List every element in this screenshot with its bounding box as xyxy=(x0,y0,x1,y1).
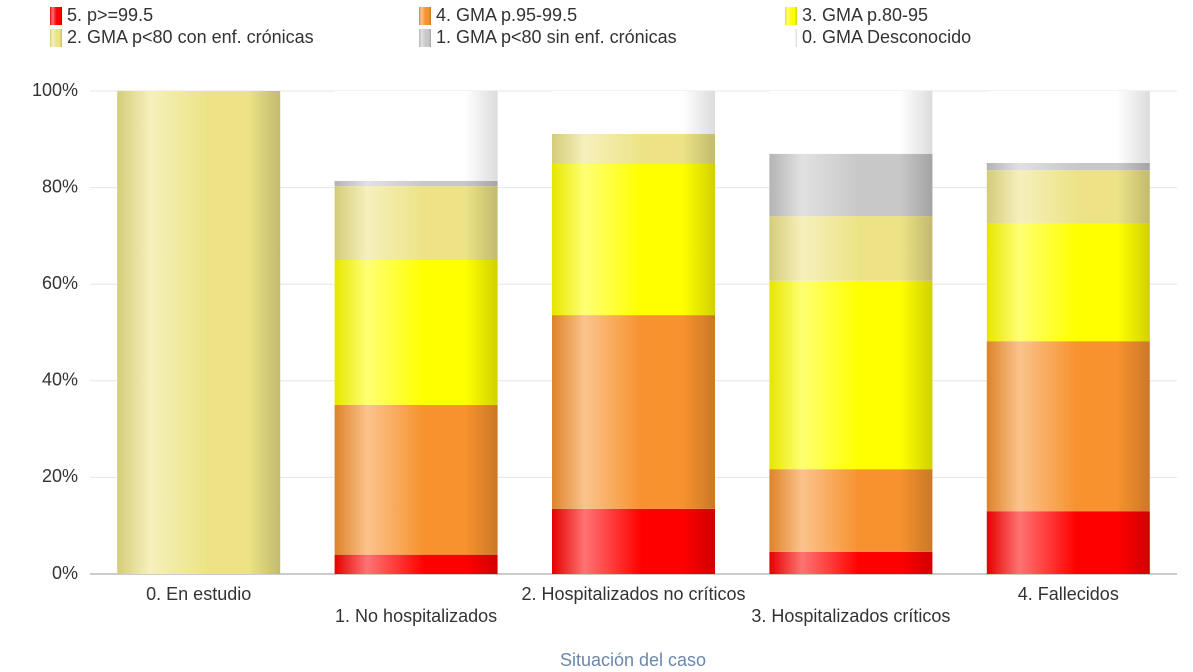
bar-segment xyxy=(552,133,715,164)
x-tick-label: 1. No hospitalizados xyxy=(335,606,497,626)
bar-segment xyxy=(334,554,498,574)
bar-segment xyxy=(334,260,498,405)
bar-segment xyxy=(334,186,498,261)
legend-swatch xyxy=(50,7,62,25)
bar-segment xyxy=(552,315,715,509)
bar-segment xyxy=(769,280,933,470)
legend-swatch xyxy=(785,29,797,47)
bar-segment xyxy=(986,162,1150,171)
bar-segment xyxy=(769,153,933,217)
bar-segment xyxy=(986,170,1150,224)
legend-label: 1. GMA p<80 sin enf. crónicas xyxy=(436,27,677,47)
bar-segment xyxy=(769,551,933,574)
bar-segment xyxy=(986,91,1150,163)
legend-swatch xyxy=(785,7,797,25)
y-tick-label: 40% xyxy=(42,370,78,390)
legend-label: 5. p>=99.5 xyxy=(67,5,153,25)
y-tick-label: 100% xyxy=(32,80,78,100)
x-tick-label: 0. En estudio xyxy=(146,584,251,604)
bar-segment xyxy=(334,404,498,555)
legend-swatch xyxy=(419,29,431,47)
bar-segment xyxy=(769,91,933,154)
bar-segment xyxy=(986,341,1150,512)
y-tick-label: 80% xyxy=(42,176,78,196)
x-tick-label: 4. Fallecidos xyxy=(1018,584,1119,604)
bar-segment xyxy=(117,91,281,574)
bar-segment xyxy=(334,180,498,187)
bar-segment xyxy=(552,508,715,574)
legend-label: 2. GMA p<80 con enf. crónicas xyxy=(67,27,314,47)
bar-segment xyxy=(986,511,1150,574)
bar-segment xyxy=(769,216,933,281)
bar-segment xyxy=(552,163,715,316)
y-tick-label: 20% xyxy=(42,466,78,486)
x-axis-title: Situación del caso xyxy=(560,650,706,670)
bar-segment xyxy=(986,223,1150,342)
legend-label: 0. GMA Desconocido xyxy=(802,27,971,47)
legend-label: 3. GMA p.80-95 xyxy=(802,5,928,25)
legend-swatch xyxy=(419,7,431,25)
legend-label: 4. GMA p.95-99.5 xyxy=(436,5,577,25)
x-tick-label: 2. Hospitalizados no críticos xyxy=(521,584,745,604)
bar-segment xyxy=(769,469,933,552)
bar-segment xyxy=(334,91,498,181)
y-tick-label: 60% xyxy=(42,273,78,293)
x-tick-label: 3. Hospitalizados críticos xyxy=(751,606,950,626)
bar-segment xyxy=(552,91,715,134)
legend-swatch xyxy=(50,29,62,47)
y-tick-label: 0% xyxy=(52,563,78,583)
